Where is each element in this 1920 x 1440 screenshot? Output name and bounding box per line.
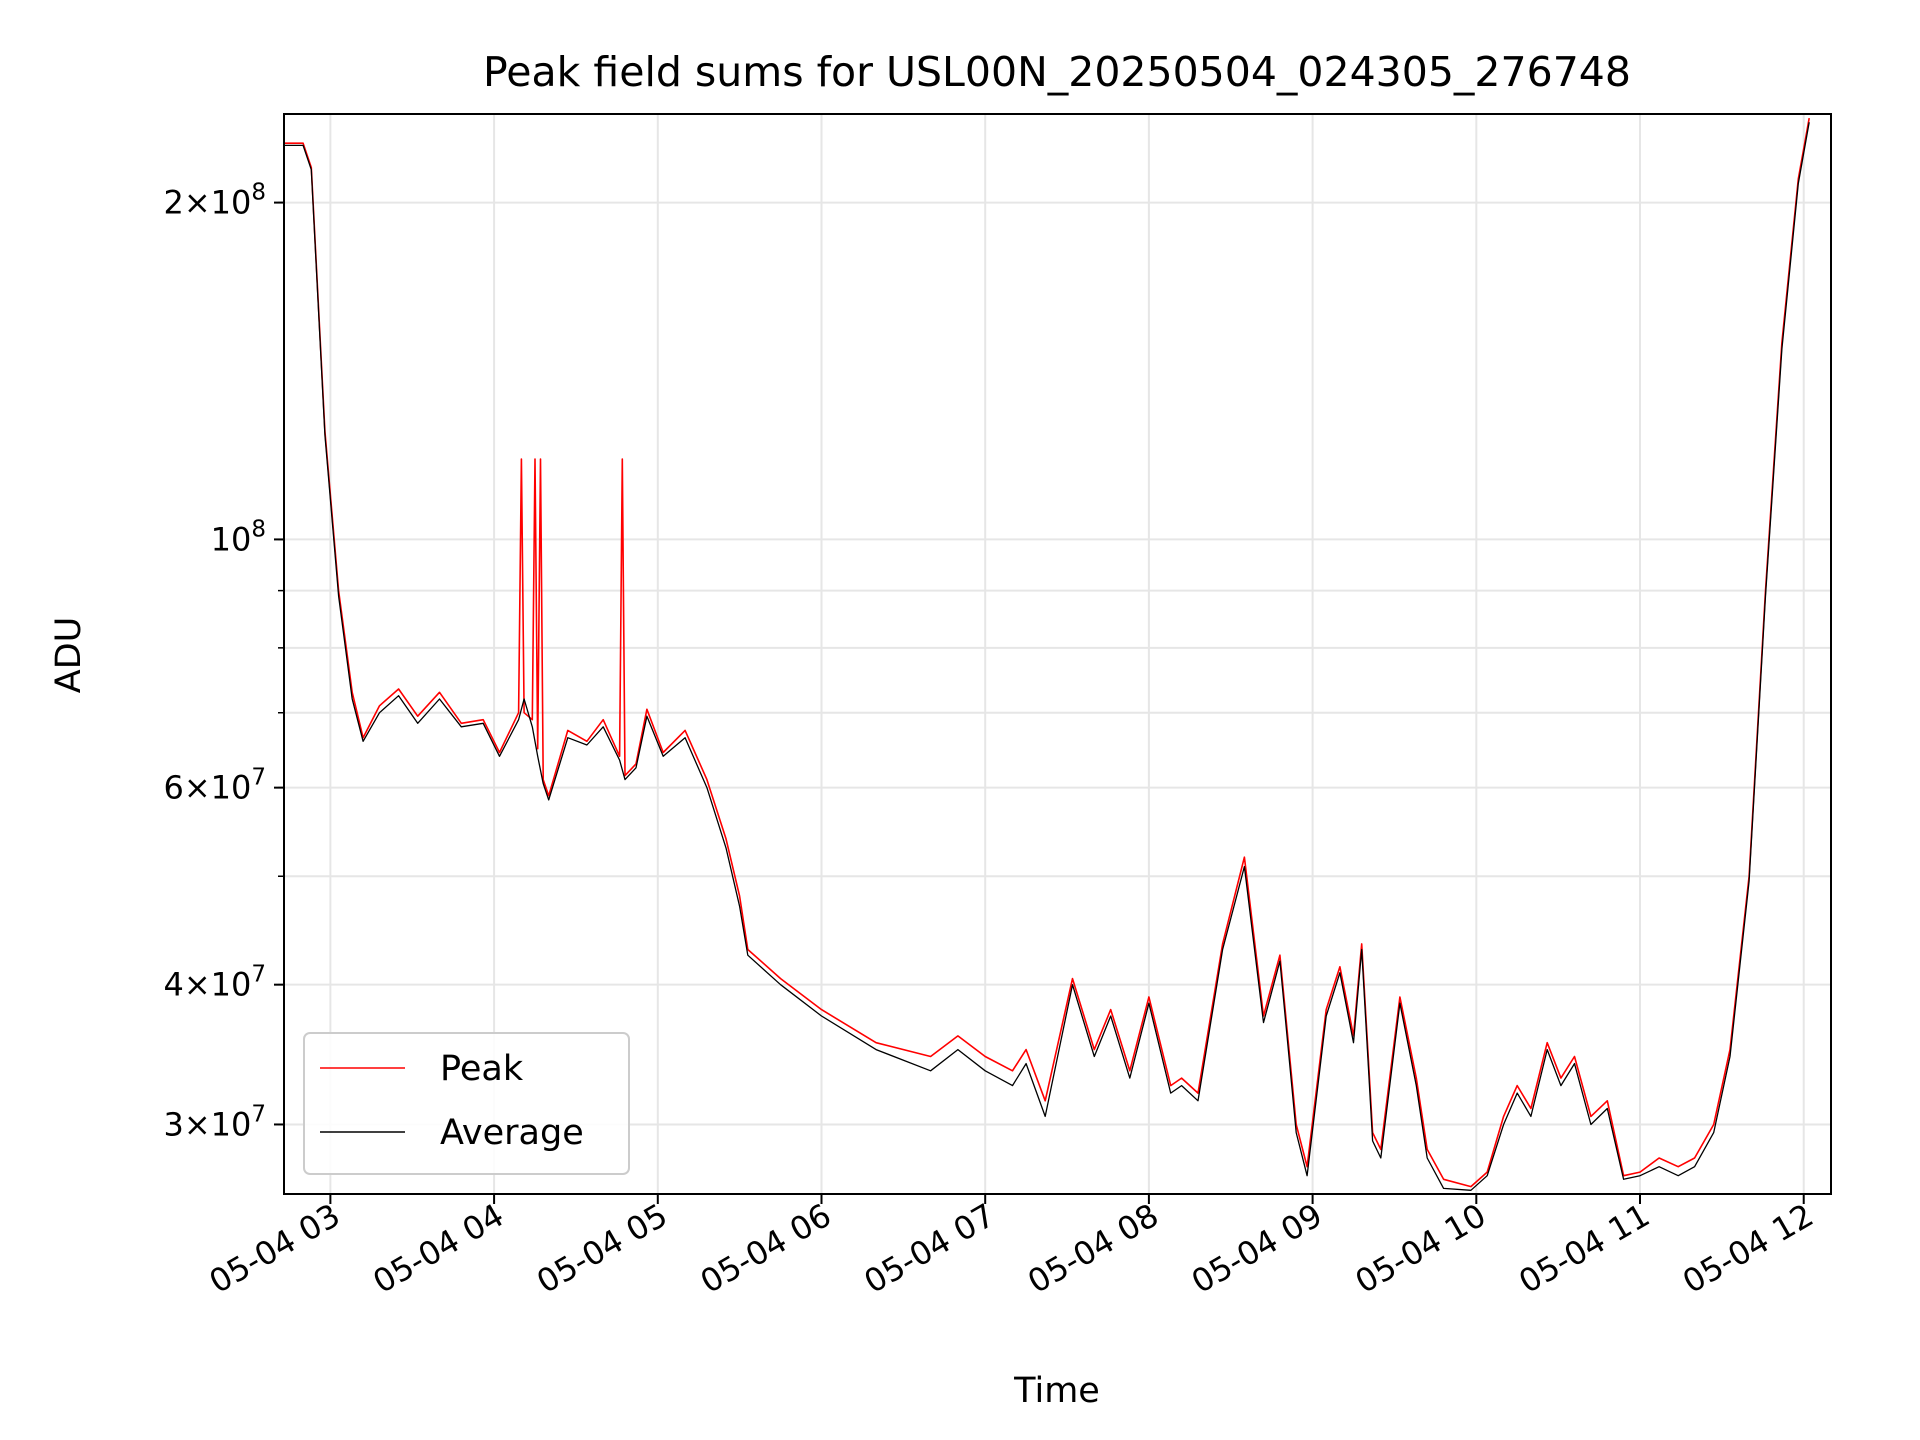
y-tick-label: 108: [211, 516, 266, 558]
y-tick-label: 2×108: [163, 180, 266, 222]
plot-frame: [283, 113, 1832, 1195]
series-average-line: [284, 122, 1810, 1191]
legend-peak-label: Peak: [440, 1049, 524, 1089]
x-axis-label: Time: [1013, 1371, 1100, 1411]
legend: Peak Average: [303, 1032, 630, 1175]
chart-title: Peak field sums for USL00N_20250504_0243…: [483, 48, 1631, 96]
y-tick-label: 4×107: [163, 962, 266, 1004]
series-layer: [284, 117, 1810, 1191]
y-tick-label: 6×107: [163, 765, 266, 807]
legend-average-label: Average: [440, 1113, 584, 1153]
series-peak-line: [284, 117, 1810, 1188]
y-axis-label: ADU: [49, 617, 89, 694]
y-tick-label: 3×107: [163, 1101, 266, 1143]
y-axis-ticks: 2×108 108 6×107 4×107 3×107: [163, 180, 284, 1143]
gridlines: [284, 114, 1831, 1194]
